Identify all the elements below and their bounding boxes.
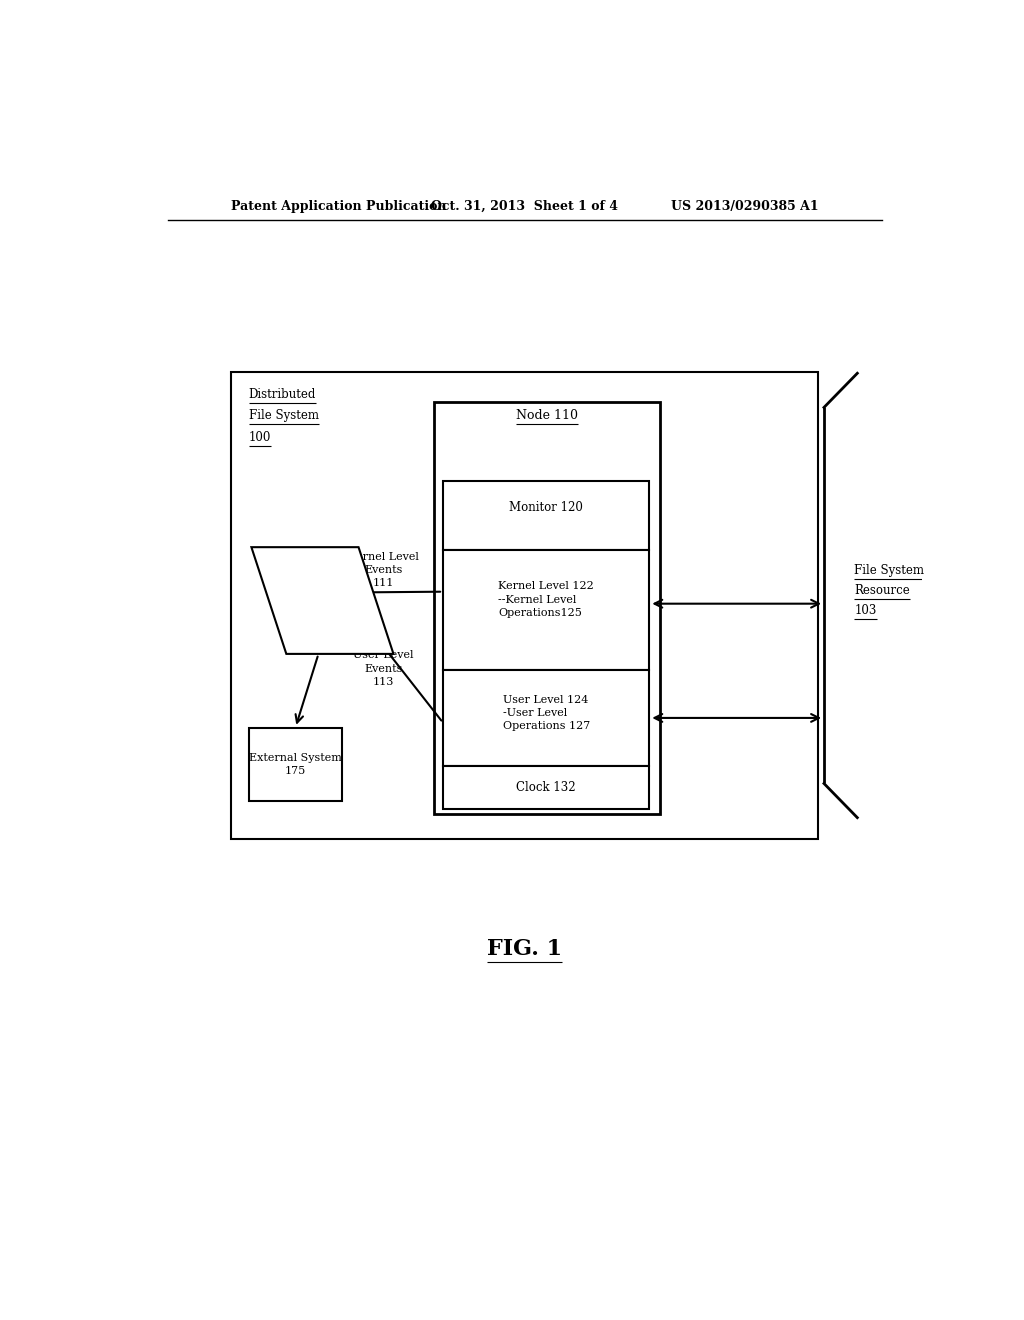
Text: 103: 103 (854, 605, 877, 618)
Text: FIG. 1: FIG. 1 (487, 939, 562, 960)
Bar (249, 727, 342, 801)
Bar (231, 372, 818, 840)
Text: Kernel Level
Events
111: Kernel Level Events 111 (348, 552, 419, 589)
Text: US 2013/0290385 A1: US 2013/0290385 A1 (671, 199, 818, 213)
Bar (443, 549, 649, 669)
Text: Monitor 120: Monitor 120 (509, 500, 583, 513)
Text: Journal Entries
105: Journal Entries 105 (280, 606, 366, 628)
Text: Clock 132: Clock 132 (516, 781, 577, 795)
Text: Distributed: Distributed (249, 388, 316, 401)
Bar (443, 480, 649, 549)
Text: Kernel Level 122
--Kernel Level
Operations125: Kernel Level 122 --Kernel Level Operatio… (499, 581, 594, 618)
Text: User Level
Events
113: User Level Events 113 (353, 651, 414, 686)
Polygon shape (252, 548, 393, 653)
Text: 100: 100 (249, 430, 271, 444)
Bar (443, 766, 649, 809)
Bar (433, 403, 659, 814)
Text: User Level 124
-User Level
Operations 127: User Level 124 -User Level Operations 12… (503, 694, 590, 731)
Text: Resource: Resource (854, 583, 910, 597)
Text: File System: File System (249, 409, 318, 422)
Text: Journal 130: Journal 130 (290, 572, 358, 585)
Text: Oct. 31, 2013  Sheet 1 of 4: Oct. 31, 2013 Sheet 1 of 4 (431, 199, 618, 213)
Text: Node 110: Node 110 (516, 409, 578, 422)
Bar (443, 669, 649, 766)
Text: Patent Application Publication: Patent Application Publication (231, 199, 446, 213)
Text: External System
175: External System 175 (249, 752, 342, 776)
Text: File System: File System (854, 564, 924, 577)
